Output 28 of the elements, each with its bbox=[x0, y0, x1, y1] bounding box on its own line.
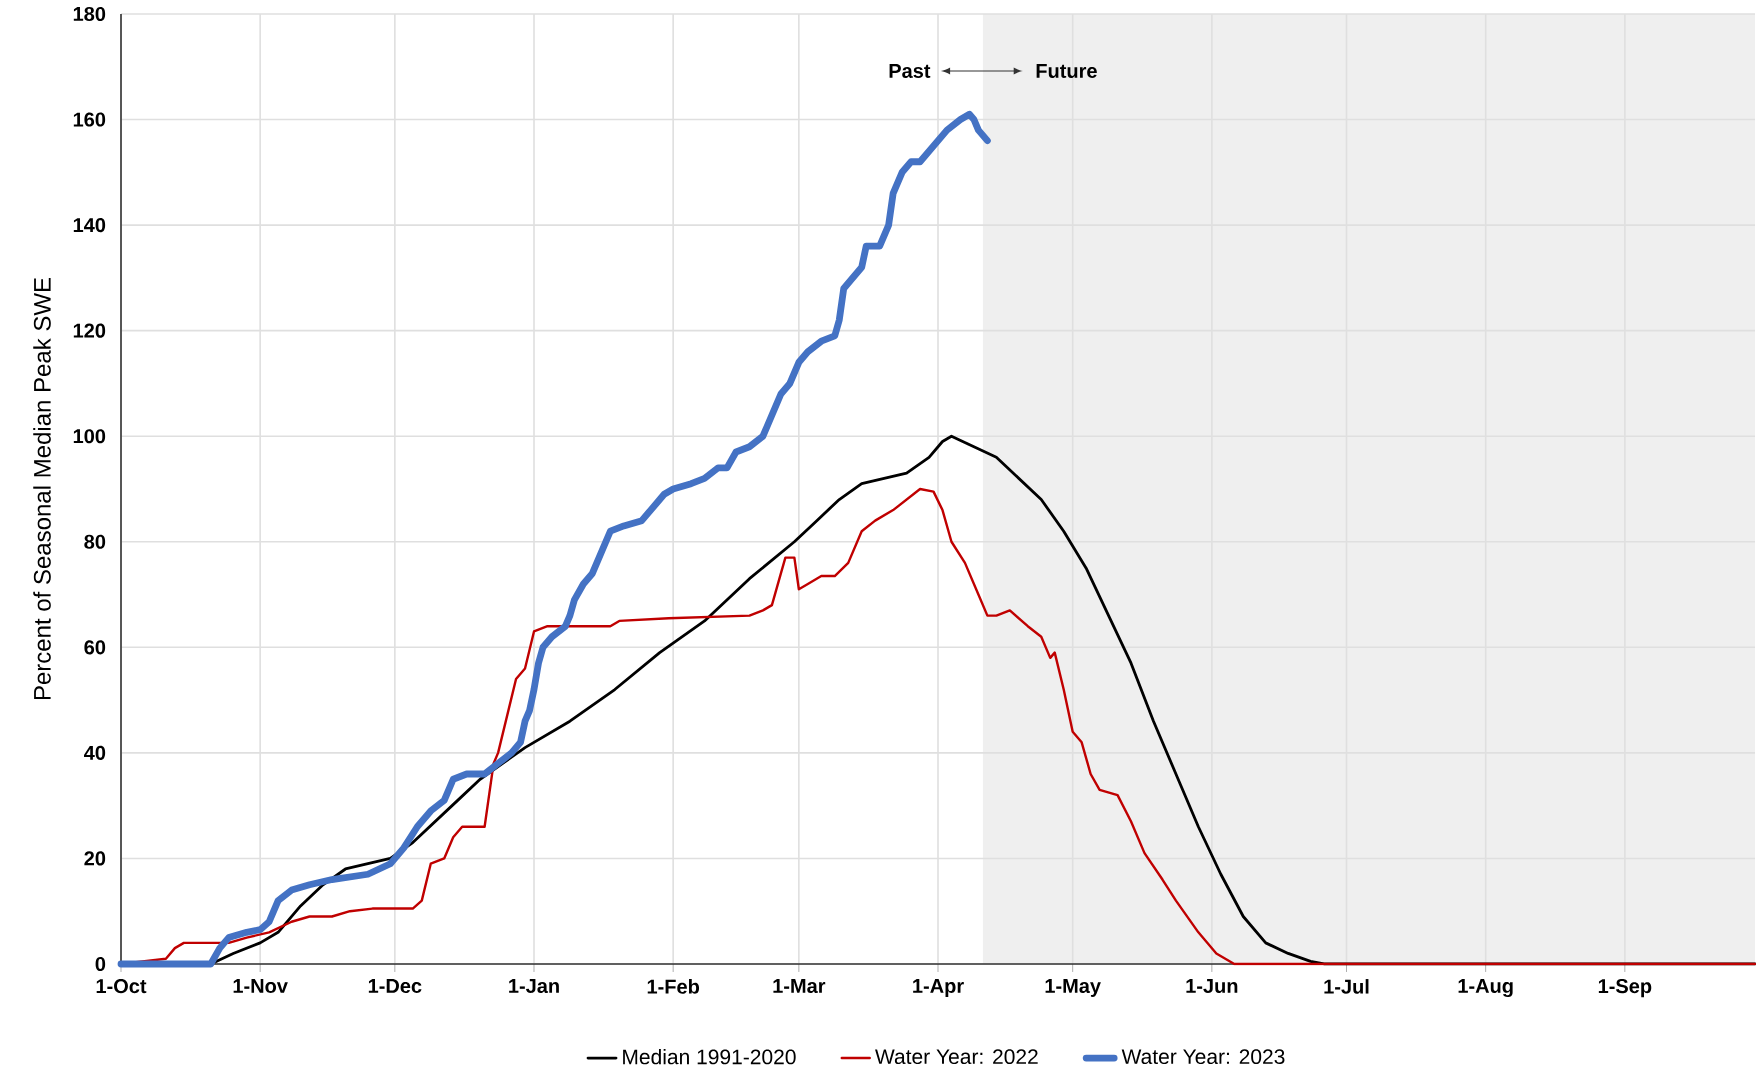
x-tick-label: 1-Dec bbox=[368, 979, 422, 993]
x-tick-label: 1-Apr bbox=[913, 979, 964, 997]
x-tick-label: 1-Jun bbox=[1186, 979, 1238, 993]
y-tick-label: 100 bbox=[73, 429, 106, 444]
y-tick-label: 180 bbox=[73, 6, 106, 22]
y-tick-label: 0 bbox=[95, 956, 106, 972]
x-tick-label: 1-Jul bbox=[1324, 979, 1369, 994]
y-tick-label: 60 bbox=[84, 640, 106, 655]
y-tick-label: 40 bbox=[84, 745, 106, 760]
x-tick-label: 1-Aug bbox=[1458, 979, 1513, 998]
y-tick-label: 80 bbox=[84, 534, 106, 549]
annotation: Future bbox=[1036, 63, 1097, 78]
legend-label: Water Year: 2022 bbox=[875, 1049, 1038, 1065]
x-tick-label: 1-Oct bbox=[96, 979, 147, 994]
y-tick-label: 140 bbox=[73, 218, 106, 233]
annotation: Past bbox=[889, 63, 931, 78]
x-tick-label: 1-May bbox=[1045, 979, 1101, 997]
x-tick-label: 1-Mar bbox=[773, 979, 826, 993]
y-tick-label: 20 bbox=[84, 851, 106, 866]
x-tick-label: 1-Feb bbox=[647, 979, 700, 994]
y-tick-label: 120 bbox=[73, 323, 106, 338]
y-tick-label: 160 bbox=[73, 112, 106, 127]
y-axis-title: Percent of Seasonal Median Peak SWE bbox=[33, 277, 51, 700]
x-tick-label: 1-Sep bbox=[1598, 979, 1652, 998]
x-tick-label: 1-Nov bbox=[233, 979, 288, 993]
legend-label: Water Year: 2023 bbox=[1121, 1049, 1285, 1065]
legend-label: Median 1991-2020 bbox=[623, 1048, 796, 1065]
x-tick-label: 1-Jan bbox=[509, 979, 559, 993]
